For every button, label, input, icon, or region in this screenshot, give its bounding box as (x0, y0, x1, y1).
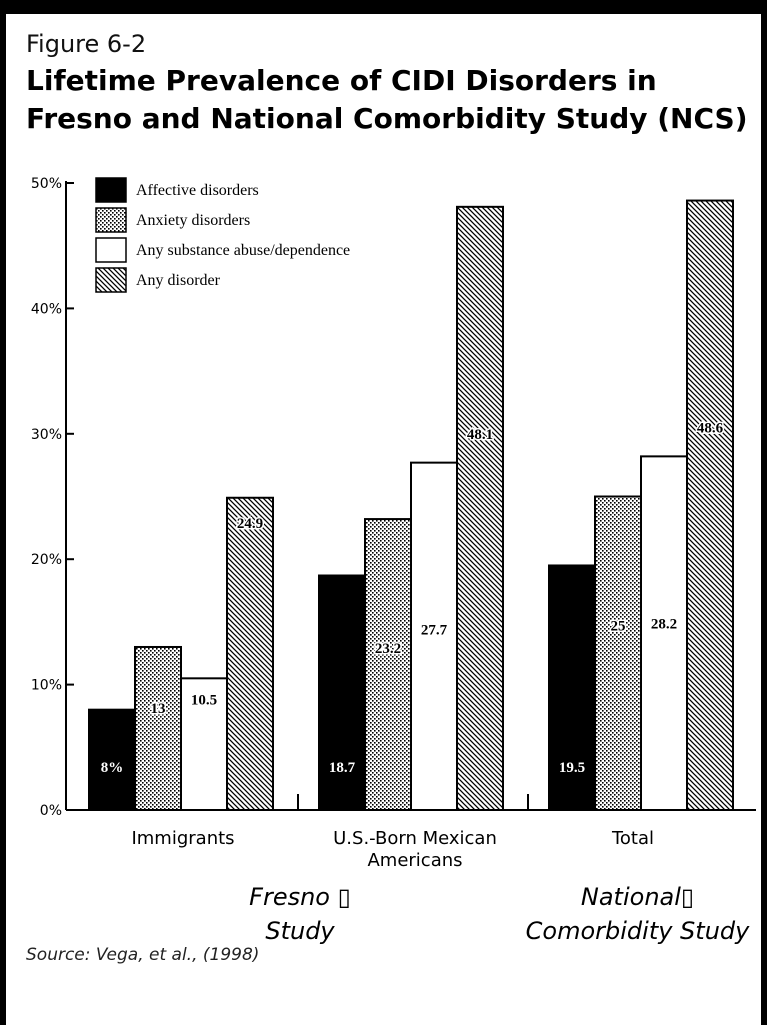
data-label: 18.7 (329, 760, 356, 776)
bar-empty (180, 677, 228, 812)
y-tick-label: 50% (31, 176, 62, 192)
data-label: 48.1 (467, 427, 493, 443)
category-label-immigrants: Immigrants (131, 828, 235, 849)
data-label: 48.6 (697, 421, 724, 437)
legend-label: Any disorder (136, 272, 221, 289)
bar-dots (364, 518, 412, 812)
bar-empty (640, 455, 688, 811)
bar-solid (318, 574, 366, 812)
bar-hatch (686, 199, 734, 811)
bar-dots (594, 495, 642, 811)
data-label: 28.2 (651, 616, 677, 632)
data-label: 27.7 (421, 623, 448, 639)
legend-swatch-dots (95, 207, 127, 233)
data-label: 8% (101, 760, 124, 776)
category-label-total: Total (611, 828, 655, 849)
data-label: 10.5 (191, 692, 217, 708)
source-note: Source: Vega, et al., (1998) (26, 945, 260, 965)
legend-swatch-hatch (95, 267, 127, 293)
y-tick-label: 40% (31, 301, 62, 317)
bar-dots (134, 645, 182, 811)
study-label-ncs: National▯ Comorbidity Study (525, 883, 750, 945)
figure-label: Figure 6-2 (26, 30, 147, 58)
y-tick-label: 30% (31, 427, 62, 443)
bar-hatch (456, 205, 504, 812)
data-label: 23.2 (375, 641, 401, 657)
data-label: 24.9 (237, 516, 263, 532)
data-label: 25 (611, 619, 626, 635)
y-tick-label: 10% (31, 678, 62, 694)
data-label: 13 (151, 701, 166, 717)
y-tick-label: 20% (31, 552, 62, 568)
y-tick-label: 0% (40, 803, 62, 819)
bar-solid (548, 564, 596, 811)
data-label: 19.5 (559, 760, 585, 776)
bar-empty (410, 461, 458, 811)
study-label-fresno: Fresno ▯ Study (249, 883, 351, 945)
bar-hatch (226, 496, 274, 811)
category-label-us-born: U.S.-Born Mexican Americans (333, 828, 497, 871)
legend-swatch-empty (95, 237, 127, 263)
legend-label: Anxiety disorders (136, 212, 250, 229)
legend-swatch-solid (95, 177, 127, 203)
legend-label: Any substance abuse/dependence (136, 242, 350, 259)
legend-label: Affective disorders (136, 182, 259, 199)
figure-title: Lifetime Prevalence of CIDI Disorders in… (26, 64, 748, 135)
